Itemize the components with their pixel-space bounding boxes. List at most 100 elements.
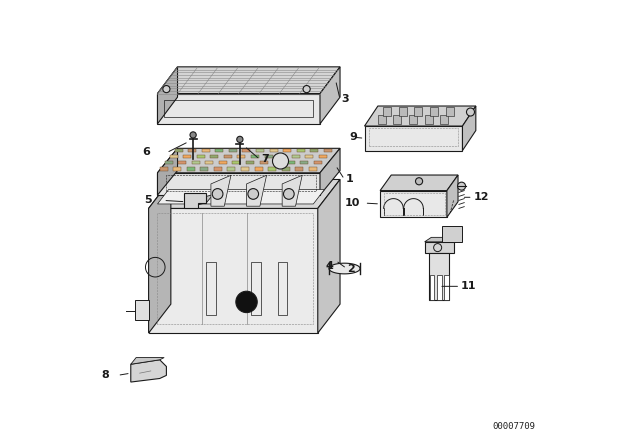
Polygon shape <box>442 226 463 242</box>
Text: 00007709: 00007709 <box>492 422 535 431</box>
Polygon shape <box>282 167 290 171</box>
Bar <box>278 262 287 315</box>
Text: 10: 10 <box>344 198 360 207</box>
Polygon shape <box>260 161 268 164</box>
Polygon shape <box>184 193 207 208</box>
Polygon shape <box>394 115 401 124</box>
Polygon shape <box>157 67 177 124</box>
Circle shape <box>237 136 243 142</box>
Text: 8: 8 <box>102 370 109 380</box>
Polygon shape <box>463 106 476 151</box>
Polygon shape <box>308 167 317 171</box>
Bar <box>251 262 260 315</box>
Polygon shape <box>170 155 178 158</box>
Polygon shape <box>241 167 249 171</box>
Circle shape <box>163 86 170 93</box>
Text: 4: 4 <box>325 261 333 271</box>
Polygon shape <box>282 175 302 206</box>
Polygon shape <box>300 161 308 164</box>
Circle shape <box>273 153 289 169</box>
Polygon shape <box>188 149 196 152</box>
Polygon shape <box>157 173 320 195</box>
Polygon shape <box>148 180 171 333</box>
Polygon shape <box>424 242 454 253</box>
Polygon shape <box>380 175 458 190</box>
Polygon shape <box>256 149 264 152</box>
Text: 11: 11 <box>461 281 477 291</box>
Polygon shape <box>184 194 213 208</box>
Polygon shape <box>229 149 237 152</box>
Polygon shape <box>424 115 433 124</box>
Polygon shape <box>378 115 386 124</box>
Polygon shape <box>319 155 326 158</box>
Polygon shape <box>211 155 218 158</box>
Polygon shape <box>187 167 195 171</box>
Polygon shape <box>324 149 332 152</box>
Polygon shape <box>243 149 250 152</box>
Polygon shape <box>283 149 291 152</box>
Polygon shape <box>414 107 422 116</box>
Circle shape <box>458 182 465 190</box>
Circle shape <box>284 189 294 199</box>
Polygon shape <box>430 275 435 300</box>
Polygon shape <box>320 67 340 124</box>
Polygon shape <box>255 167 262 171</box>
Polygon shape <box>157 190 324 204</box>
Polygon shape <box>380 190 447 217</box>
Text: 12: 12 <box>474 192 490 202</box>
Text: 6: 6 <box>142 147 150 157</box>
Polygon shape <box>157 148 340 173</box>
Polygon shape <box>216 149 223 152</box>
Polygon shape <box>365 106 476 126</box>
Text: 3: 3 <box>341 95 349 104</box>
Polygon shape <box>424 237 460 242</box>
Polygon shape <box>278 155 286 158</box>
Polygon shape <box>173 167 181 171</box>
Polygon shape <box>269 149 278 152</box>
Polygon shape <box>224 155 232 158</box>
Polygon shape <box>192 161 200 164</box>
Polygon shape <box>219 161 227 164</box>
Polygon shape <box>383 107 391 116</box>
Polygon shape <box>318 180 340 333</box>
Polygon shape <box>205 161 213 164</box>
Polygon shape <box>246 161 254 164</box>
Polygon shape <box>399 107 407 116</box>
Polygon shape <box>157 148 177 195</box>
Text: 7: 7 <box>260 154 269 164</box>
Polygon shape <box>447 175 458 217</box>
Polygon shape <box>211 175 231 206</box>
Polygon shape <box>273 161 281 164</box>
Polygon shape <box>445 107 454 116</box>
Polygon shape <box>197 155 205 158</box>
Polygon shape <box>160 167 168 171</box>
Polygon shape <box>314 161 322 164</box>
Polygon shape <box>157 94 320 124</box>
Polygon shape <box>329 263 360 274</box>
Polygon shape <box>440 115 448 124</box>
Text: 9: 9 <box>349 132 357 142</box>
Polygon shape <box>292 155 300 158</box>
Circle shape <box>467 108 474 116</box>
Circle shape <box>415 178 422 185</box>
Polygon shape <box>183 155 191 158</box>
Polygon shape <box>320 148 340 195</box>
Polygon shape <box>305 155 313 158</box>
Text: 5: 5 <box>144 194 152 205</box>
Polygon shape <box>135 300 148 320</box>
Polygon shape <box>227 167 236 171</box>
Polygon shape <box>429 253 449 300</box>
Polygon shape <box>246 175 267 206</box>
Polygon shape <box>179 161 186 164</box>
Polygon shape <box>164 161 173 164</box>
Polygon shape <box>251 155 259 158</box>
Polygon shape <box>131 358 164 364</box>
Polygon shape <box>287 161 294 164</box>
Text: 2: 2 <box>348 263 355 274</box>
Circle shape <box>212 189 223 199</box>
Circle shape <box>248 189 259 199</box>
Polygon shape <box>200 167 209 171</box>
Polygon shape <box>131 360 166 382</box>
Polygon shape <box>202 149 210 152</box>
Polygon shape <box>409 115 417 124</box>
